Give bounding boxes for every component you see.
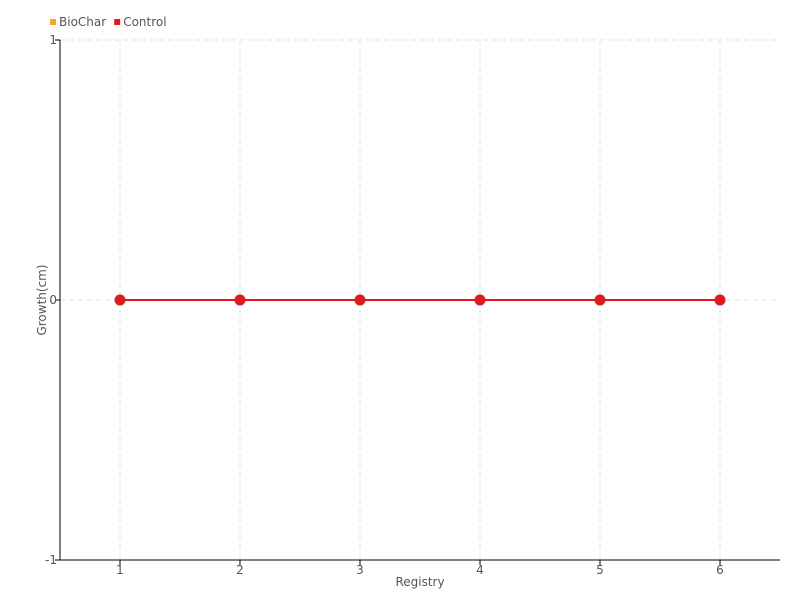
y-axis-label: Growth(cm) <box>35 264 49 335</box>
legend-label-biochar: BioChar <box>59 15 106 29</box>
legend-swatch-biochar <box>50 19 56 25</box>
data-point-control <box>714 294 726 306</box>
x-tick-label: 1 <box>116 563 124 577</box>
data-point-control <box>474 294 486 306</box>
legend-label-control: Control <box>123 15 166 29</box>
data-point-control <box>594 294 606 306</box>
data-point-control <box>354 294 366 306</box>
x-tick-label: 4 <box>476 563 484 577</box>
x-tick-label: 2 <box>236 563 244 577</box>
legend-swatch-control <box>114 19 121 25</box>
x-tick-label: 6 <box>716 563 724 577</box>
x-tick-label: 3 <box>356 563 364 577</box>
y-tick-label: 0 <box>49 293 57 307</box>
data-point-control <box>234 294 246 306</box>
axes: 1 2 3 4 5 6 -1 0 1 <box>45 33 780 577</box>
y-tick-label: 1 <box>49 33 57 47</box>
series-layer <box>114 294 726 306</box>
x-tick-label: 5 <box>596 563 604 577</box>
data-point-control <box>114 294 126 306</box>
legend[interactable]: BioChar Control <box>50 15 167 29</box>
y-tick-label: -1 <box>45 553 57 567</box>
x-axis-label: Registry <box>395 575 444 589</box>
